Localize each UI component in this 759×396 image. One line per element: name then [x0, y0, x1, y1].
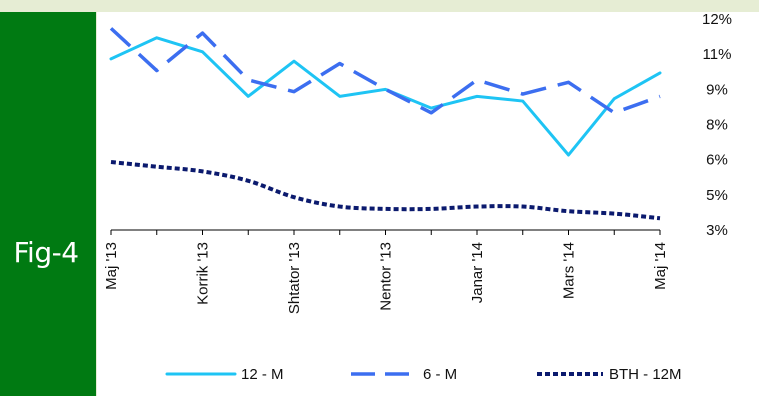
chart-area: Maj '13 Korrik '13 Shtator '13 Nentor '13 Ja… [97, 12, 759, 396]
x-tick-label: Mars '14 [561, 242, 578, 299]
y-tick-label: 3% [706, 222, 728, 239]
figure-label: Fig-4 [13, 236, 79, 269]
y-tick-label: 12% [702, 12, 732, 28]
x-tick-label: Maj '14 [652, 242, 669, 290]
y-tick-label: 6% [706, 152, 728, 169]
x-tick-label: Shtator '13 [286, 242, 303, 314]
y-tick-label: 9% [706, 81, 728, 98]
legend-label: 6 - M [423, 366, 457, 383]
y-tick-label: 8% [706, 117, 728, 134]
x-tick-label: Janar '14 [469, 242, 486, 303]
legend-label: 12 - M [241, 366, 284, 383]
figure-label-panel: Fig-4 [0, 12, 96, 396]
x-tick-label: Korrik '13 [195, 242, 212, 305]
x-tick-label: Nentor '13 [378, 242, 395, 311]
line-chart: Maj '13 Korrik '13 Shtator '13 Nentor '13 Ja… [103, 12, 732, 383]
top-strip [0, 0, 759, 12]
series-line-bth-12m [110, 160, 661, 221]
series-line-12m [109, 36, 662, 157]
x-tick-label: Maj '13 [103, 242, 120, 290]
y-tick-label: 11% [703, 46, 732, 63]
series-line-6m [109, 27, 661, 115]
y-tick-label: 5% [706, 187, 728, 204]
legend-label: BTH - 12M [609, 366, 682, 383]
